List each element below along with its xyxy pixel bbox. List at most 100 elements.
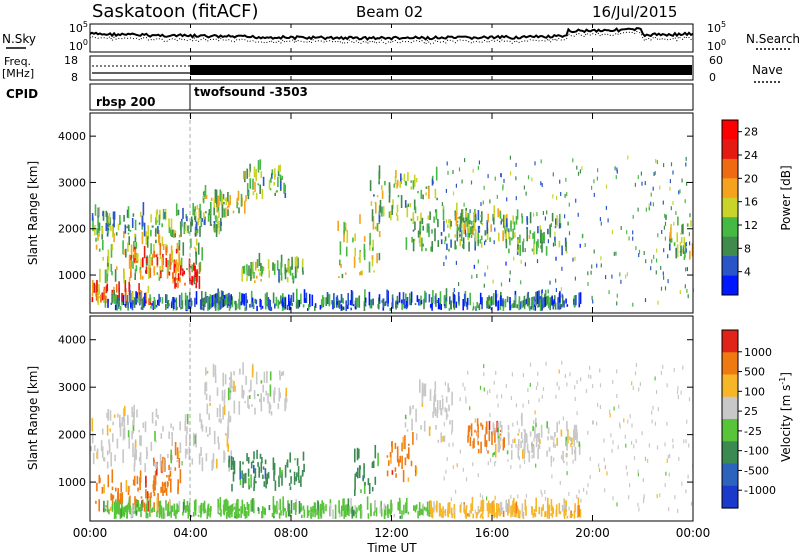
data-cell bbox=[388, 211, 391, 218]
data-cell bbox=[533, 296, 535, 301]
data-cell bbox=[236, 202, 239, 205]
data-cell bbox=[244, 176, 246, 183]
data-cell bbox=[156, 209, 159, 215]
data-cell bbox=[284, 267, 287, 280]
x-tick-label: 12:00 bbox=[374, 526, 409, 540]
data-cell bbox=[271, 169, 274, 175]
data-cell bbox=[556, 421, 558, 433]
data-cell bbox=[273, 392, 275, 401]
data-cell bbox=[378, 181, 380, 185]
data-cell bbox=[597, 402, 599, 407]
data-cell bbox=[261, 511, 263, 519]
data-cell bbox=[127, 232, 130, 235]
data-cell bbox=[296, 256, 298, 267]
data-cell bbox=[350, 290, 353, 303]
data-cell bbox=[143, 296, 145, 308]
data-cell bbox=[405, 300, 408, 307]
data-cell bbox=[678, 456, 680, 461]
data-cell bbox=[243, 473, 245, 484]
data-cell bbox=[218, 442, 220, 450]
data-cell bbox=[133, 241, 135, 252]
data-cell bbox=[137, 253, 139, 263]
data-cell bbox=[690, 501, 693, 506]
data-cell bbox=[221, 196, 224, 207]
data-cell bbox=[182, 242, 185, 256]
data-cell bbox=[271, 173, 273, 179]
data-cell bbox=[685, 489, 687, 494]
data-cell bbox=[281, 471, 283, 486]
data-cell bbox=[448, 387, 450, 392]
data-cell bbox=[148, 265, 150, 280]
data-cell bbox=[210, 197, 213, 201]
data-cell bbox=[134, 496, 136, 505]
data-cell bbox=[246, 277, 248, 282]
data-cell bbox=[469, 292, 471, 306]
data-cell bbox=[123, 408, 125, 422]
data-cell bbox=[684, 284, 686, 289]
data-cell bbox=[127, 430, 130, 438]
data-cell bbox=[611, 274, 613, 279]
data-cell bbox=[339, 259, 341, 266]
data-cell bbox=[420, 212, 422, 224]
data-cell bbox=[205, 453, 208, 462]
data-cell bbox=[458, 224, 461, 238]
data-cell bbox=[515, 176, 517, 181]
data-cell bbox=[134, 273, 136, 280]
data-cell bbox=[140, 290, 143, 301]
data-cell bbox=[527, 175, 530, 180]
data-cell bbox=[515, 403, 517, 408]
data-cell bbox=[676, 390, 679, 395]
data-cell bbox=[232, 503, 234, 512]
data-cell bbox=[565, 436, 567, 447]
data-cell bbox=[439, 400, 441, 410]
data-cell bbox=[555, 509, 558, 517]
data-cell bbox=[161, 460, 163, 472]
data-cell bbox=[446, 457, 448, 461]
data-cell bbox=[143, 246, 146, 259]
data-cell bbox=[91, 297, 94, 303]
data-cell bbox=[541, 492, 543, 497]
data-cell bbox=[189, 272, 191, 284]
data-cell bbox=[208, 211, 211, 216]
data-cell bbox=[589, 456, 591, 461]
data-cell bbox=[162, 458, 165, 472]
data-cell bbox=[494, 430, 496, 443]
data-cell bbox=[103, 500, 105, 513]
data-cell bbox=[123, 426, 126, 439]
velocity-y-axis-label: Slant Range [km] bbox=[26, 366, 40, 470]
data-cell bbox=[388, 195, 391, 203]
data-cell bbox=[598, 463, 600, 468]
data-cell bbox=[180, 292, 183, 306]
data-cell bbox=[517, 508, 520, 518]
data-cell bbox=[546, 296, 548, 306]
data-cell bbox=[248, 265, 250, 277]
data-cell bbox=[321, 500, 323, 511]
data-cell bbox=[288, 301, 291, 311]
data-cell bbox=[370, 508, 372, 517]
data-cell bbox=[217, 507, 219, 513]
data-cell bbox=[681, 178, 683, 183]
data-cell bbox=[217, 301, 220, 311]
data-cell bbox=[578, 505, 580, 517]
data-cell bbox=[358, 296, 360, 308]
data-cell bbox=[465, 232, 467, 237]
data-cell bbox=[274, 168, 276, 180]
data-cell bbox=[453, 303, 456, 310]
data-cell bbox=[176, 278, 178, 281]
data-cell bbox=[612, 379, 614, 384]
data-cell bbox=[552, 507, 554, 514]
data-cell bbox=[527, 388, 529, 393]
data-cell bbox=[198, 505, 200, 514]
data-cell bbox=[371, 209, 374, 222]
data-cell bbox=[169, 498, 171, 512]
data-cell bbox=[467, 370, 469, 375]
data-cell bbox=[478, 303, 481, 311]
data-cell bbox=[149, 294, 151, 303]
data-cell bbox=[676, 244, 679, 258]
data-cell bbox=[396, 295, 399, 305]
data-cell bbox=[160, 270, 162, 279]
data-cell bbox=[487, 450, 489, 454]
data-cell bbox=[312, 505, 314, 517]
data-cell bbox=[512, 500, 514, 505]
data-cell bbox=[518, 456, 520, 461]
